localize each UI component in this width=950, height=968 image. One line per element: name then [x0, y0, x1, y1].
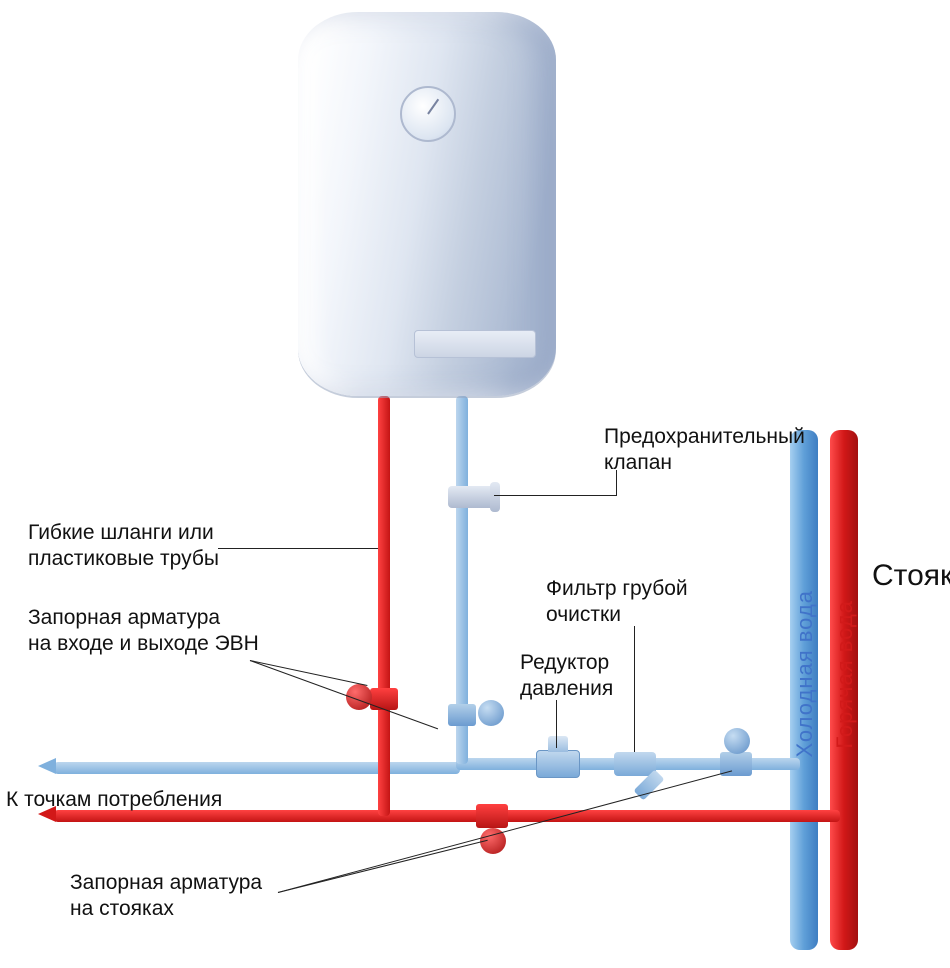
safety-valve-stem — [490, 482, 500, 512]
label-safety-valve: Предохранительный клапан — [604, 424, 805, 477]
cold-riser-valve-wheel — [724, 728, 750, 754]
cold-inline-valve-wheel — [478, 700, 504, 726]
tank-gauge-icon — [400, 86, 456, 142]
label-flex-hoses: Гибкие шланги или пластиковые трубы — [28, 520, 219, 573]
heater-connection-diagram: Холодная вода Горячая вода Стояки Предох… — [0, 0, 950, 968]
pointer-safety-valve-v — [616, 470, 617, 496]
hot-drop-pipe — [378, 396, 390, 816]
hot-riser-valve-body — [476, 804, 508, 828]
safety-valve — [448, 486, 494, 508]
pointer-filter — [634, 626, 635, 752]
coarse-filter-body — [614, 752, 656, 776]
pressure-reducer — [536, 750, 580, 778]
cold-arrow-icon — [38, 758, 56, 774]
hot-inline-valve-body — [370, 688, 398, 710]
label-shutoff-riser: Запорная арматура на стояках — [70, 870, 262, 923]
pointer-safety-valve — [494, 495, 616, 496]
pressure-reducer-cap — [548, 736, 568, 752]
pointer-shutoff-2 — [250, 660, 438, 729]
label-to-points: К точкам потребления — [6, 787, 222, 813]
pointer-shutoff-riser-1 — [278, 840, 488, 893]
label-reducer: Редуктор давления — [520, 650, 613, 703]
label-safety-valve-l1: Предохранительный клапан — [604, 425, 805, 474]
risers-title: Стояки — [872, 557, 950, 595]
pointer-reducer — [556, 700, 557, 748]
cold-pipe-to-points — [54, 762, 460, 774]
label-shutoff-device: Запорная арматура на входе и выходе ЭВН — [28, 605, 259, 658]
pointer-shutoff-riser-2 — [278, 770, 732, 893]
cold-riser-label: Холодная вода — [792, 590, 818, 758]
label-filter: Фильтр грубой очистки — [546, 576, 688, 629]
cold-inline-valve-body — [448, 704, 476, 726]
hot-riser-label: Горячая вода — [832, 600, 858, 749]
pointer-flex-hoses — [218, 548, 378, 549]
tank-nameplate — [414, 330, 536, 358]
